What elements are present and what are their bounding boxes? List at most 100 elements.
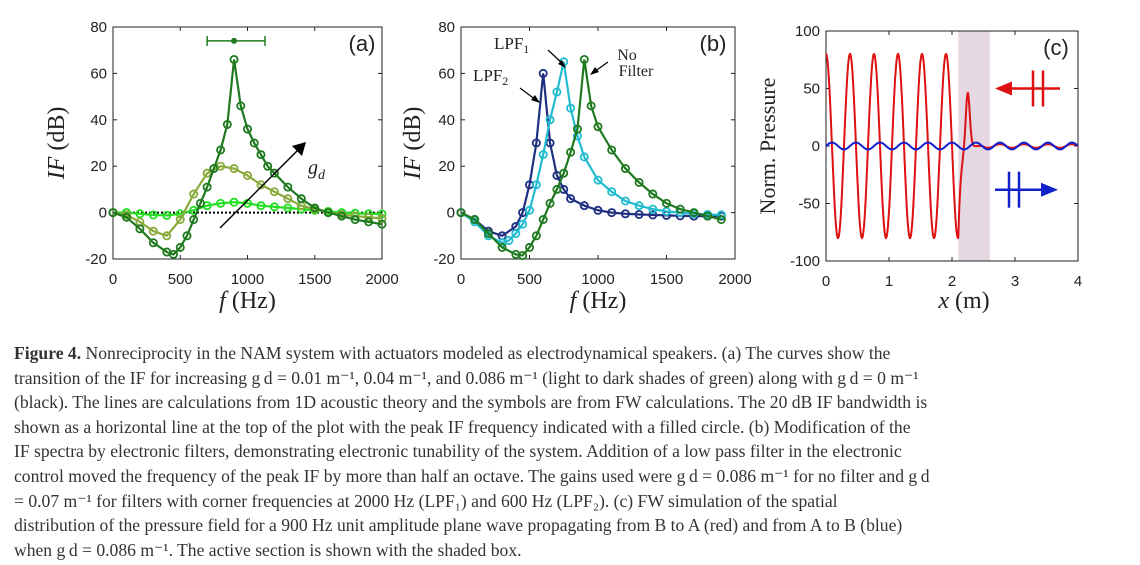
series-2	[456, 54, 726, 261]
series-marker	[162, 231, 172, 241]
series-marker	[283, 194, 293, 204]
series-marker	[586, 101, 596, 111]
caption-line-1: Figure 4. Nonreciprocity in the NAM syst…	[14, 341, 1126, 366]
x-tick-label: 0	[822, 273, 830, 290]
y-tick-label: -100	[790, 253, 820, 270]
annotation-filter: Filter	[619, 63, 654, 80]
series-marker	[202, 182, 212, 192]
panel-label: (b)	[700, 31, 727, 56]
series-marker	[470, 215, 480, 225]
series-marker	[108, 208, 118, 218]
figure-caption: Figure 4. Nonreciprocity in the NAM syst…	[14, 341, 1126, 562]
series-marker	[648, 204, 658, 214]
series-marker	[209, 164, 219, 174]
x-tick-label: 0	[109, 271, 117, 288]
series-marker	[593, 175, 603, 185]
series-line	[113, 201, 382, 217]
series-marker	[175, 215, 185, 225]
lpf2-pointer-head	[531, 95, 540, 103]
series-marker	[175, 242, 185, 252]
series-marker	[593, 205, 603, 215]
y-tick-label: 20	[438, 158, 455, 175]
x-axis-label: f (Hz)	[219, 288, 276, 314]
series-marker	[593, 122, 603, 132]
y-tick-label: 40	[438, 112, 455, 129]
series-marker	[662, 206, 672, 216]
caption-line-7: = 0.07 m⁻¹ for filters with corner frequ…	[14, 490, 838, 511]
series-marker	[377, 219, 387, 229]
x-tick-label: 1500	[298, 271, 331, 288]
series-marker	[148, 226, 158, 236]
series-marker	[545, 198, 555, 208]
y-axis-label: IF (dB)	[44, 107, 70, 181]
x-tick-label: 1000	[581, 271, 614, 288]
series-3	[108, 54, 387, 259]
series-marker	[620, 196, 630, 206]
x-tick-label: 2000	[718, 271, 751, 288]
series-marker	[675, 204, 685, 214]
red-pressure-wave	[825, 52, 1079, 240]
series-marker	[559, 168, 569, 178]
series-marker	[256, 201, 266, 211]
series-marker	[662, 198, 672, 208]
series-marker	[195, 198, 205, 208]
y-tick-label: -20	[433, 251, 455, 268]
y-tick-label: -20	[85, 251, 107, 268]
y-tick-label: 60	[438, 65, 455, 82]
series-marker	[269, 168, 279, 178]
blue-pressure-wave	[825, 141, 1079, 151]
plot-frame	[460, 26, 736, 260]
series-marker	[497, 242, 507, 252]
y-tick-label: -50	[798, 196, 820, 213]
series-marker	[189, 189, 199, 199]
x-tick-label: 3	[1011, 273, 1019, 290]
series-marker	[531, 180, 541, 190]
annotation-no: No	[617, 47, 637, 64]
y-tick-label: 20	[90, 158, 107, 175]
series-marker	[350, 215, 360, 225]
annotation-lpf1: LPF1	[494, 34, 529, 56]
series-marker	[634, 177, 644, 187]
gd-arrow-shaft	[219, 147, 301, 229]
caption-line-9: when g d = 0.086 m⁻¹. The active section…	[14, 539, 522, 560]
panel-label: (a)	[349, 31, 376, 56]
series-marker	[607, 187, 617, 197]
series-marker	[364, 217, 374, 227]
series-marker	[648, 210, 658, 220]
y-tick-label: 0	[812, 138, 820, 155]
caption-line-2: transition of the IF for increasing g d …	[14, 367, 919, 388]
x-tick-label: 0	[457, 271, 465, 288]
series-marker	[377, 213, 387, 223]
series-marker	[222, 119, 232, 129]
x-axis-label: f (Hz)	[570, 288, 627, 314]
panel-c: 0 1 2 3 4 -100 -50 0 50 100 x (m) Norm. Pressure (c)	[755, 23, 1082, 314]
red-arrow-head	[995, 81, 1012, 96]
series-1	[456, 57, 726, 248]
series-marker	[148, 238, 158, 248]
series-marker	[504, 235, 514, 245]
y-axis-label: IF (dB)	[400, 107, 426, 181]
series-marker	[229, 54, 239, 64]
series-marker	[242, 124, 252, 134]
caption-line-6: control moved the frequency of the peak …	[14, 465, 930, 486]
series-marker	[572, 124, 582, 134]
x-tick-label: 4	[1074, 273, 1082, 290]
caption-line-4: shown as a horizontal line at the top of…	[14, 416, 911, 437]
series-marker	[162, 210, 172, 220]
series-marker	[566, 147, 576, 157]
y-tick-label: 60	[90, 65, 107, 82]
series-marker	[256, 150, 266, 160]
series-marker	[525, 205, 535, 215]
series-marker	[263, 161, 273, 171]
series-marker	[269, 202, 279, 212]
series-marker	[607, 145, 617, 155]
series-marker	[552, 184, 562, 194]
series-marker	[689, 208, 699, 218]
y-tick-label: 80	[438, 19, 455, 36]
caption-text-1: Nonreciprocity in the NAM system with ac…	[85, 343, 891, 363]
y-tick-label: 50	[803, 81, 820, 98]
y-tick-label: 0	[99, 205, 107, 222]
series-marker	[236, 101, 246, 111]
series-marker	[525, 242, 535, 252]
